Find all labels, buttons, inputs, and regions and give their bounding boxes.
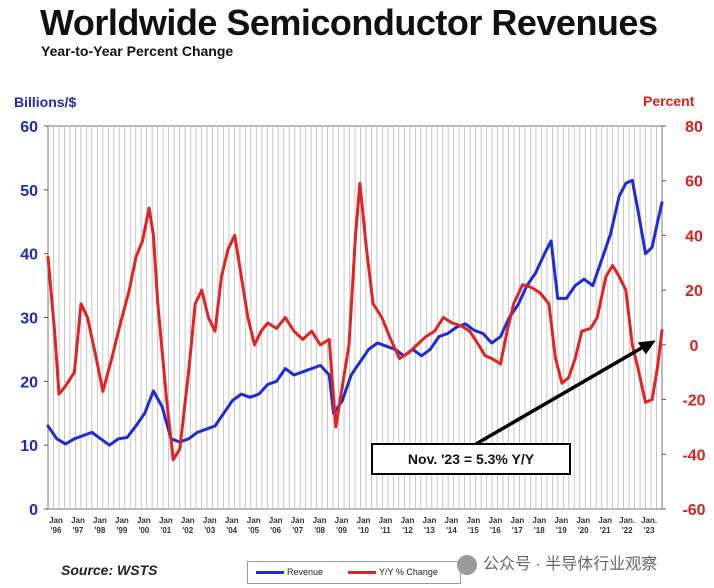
legend-swatch-revenue (256, 570, 284, 574)
left-tick-label: 50 (20, 183, 38, 200)
annotation-arrow-head (637, 340, 656, 355)
x-tick-label: '07 (292, 526, 303, 535)
x-tick-label: Jan (247, 516, 261, 525)
x-tick-label: Jan (137, 516, 151, 525)
x-tick-label: '04 (226, 526, 237, 535)
chart-subtitle: Year-to-Year Percent Change (41, 43, 234, 59)
right-tick-label: 40 (685, 228, 703, 245)
source-note: Source: WSTS (61, 562, 158, 578)
x-tick-label: Jan (401, 516, 415, 525)
x-tick-label: Jan (379, 516, 393, 525)
chart-title: Worldwide Semiconductor Revenues (40, 2, 658, 43)
x-tick-label: '14 (446, 526, 457, 535)
x-tick-label: Jan (313, 516, 327, 525)
x-tick-label: Jan (554, 516, 568, 525)
x-tick-label: '06 (270, 526, 281, 535)
wechat-icon (457, 554, 477, 575)
left-tick-label: 40 (20, 247, 38, 264)
x-tick-label: '05 (248, 526, 259, 535)
right-tick-label: 80 (685, 119, 703, 136)
x-tick-label: Jan (159, 516, 173, 525)
x-tick-label: Jan (466, 516, 480, 525)
x-tick-label: '01 (160, 526, 171, 535)
left-tick-label: 20 (20, 374, 38, 391)
x-tick-label: Jan (269, 516, 283, 525)
x-tick-label: Jan (115, 516, 129, 525)
series-line-revenue (46, 178, 664, 447)
x-tick-label: Jan (598, 516, 612, 525)
x-tick-label: Jan (532, 516, 546, 525)
x-tick-label: '20 (578, 526, 589, 535)
x-tick-label: Jan (71, 516, 85, 525)
legend: Revenue Y/Y % Change (247, 561, 461, 584)
x-tick-label: '97 (73, 526, 84, 535)
left-tick-label: 0 (29, 502, 38, 519)
x-tick-label: Jan (291, 516, 305, 525)
right-tick-label: -40 (682, 447, 705, 464)
x-tick-label: '96 (51, 526, 62, 535)
watermark: 公众号 · 半导体行业观察 (457, 550, 657, 575)
legend-label-yoy: Y/Y % Change (379, 567, 438, 577)
x-tick-label: Jan. (641, 516, 657, 525)
x-tick-label: '13 (424, 526, 435, 535)
x-tick-label: '00 (138, 526, 149, 535)
right-tick-label: -60 (682, 502, 705, 519)
x-tick-label: '99 (116, 526, 127, 535)
x-tick-label: '18 (534, 526, 545, 535)
x-tick-label: '02 (182, 526, 193, 535)
x-tick-label: Jan (423, 516, 437, 525)
right-tick-label: 20 (685, 283, 703, 300)
x-tick-label: Jan (510, 516, 524, 525)
x-tick-label: '10 (358, 526, 369, 535)
series-line-yoy (46, 181, 664, 462)
x-tick-label: '08 (314, 526, 325, 535)
x-tick-label: Jan (49, 516, 63, 525)
x-tick-label: Jan (203, 516, 217, 525)
legend-swatch-yoy (348, 570, 376, 574)
x-tick-label: '09 (336, 526, 347, 535)
watermark-text: 公众号 · 半导体行业观察 (483, 556, 658, 573)
left-axis-label: Billions/$ (14, 94, 77, 110)
x-tick-label: '17 (512, 526, 523, 535)
right-tick-label: 60 (685, 174, 703, 191)
x-tick-label: '12 (402, 526, 413, 535)
x-tick-label: '19 (556, 526, 567, 535)
x-tick-label: '22 (622, 526, 633, 535)
left-tick-label: 30 (20, 311, 38, 328)
annotation-box (371, 443, 571, 475)
x-tick-label: Jan (225, 516, 239, 525)
x-tick-label: Jan (576, 516, 590, 525)
x-tick-label: Jan (181, 516, 195, 525)
left-tick-label: 60 (20, 119, 38, 136)
legend-label-revenue: Revenue (287, 567, 324, 577)
legend-item-yoy: Y/Y % Change (348, 566, 438, 578)
x-tick-label: '03 (204, 526, 215, 535)
x-tick-label: Jan (93, 516, 107, 525)
x-tick-label: '21 (600, 526, 611, 535)
right-axis-label: Percent (643, 93, 695, 109)
x-tick-label: Jan (488, 516, 502, 525)
left-tick-label: 10 (20, 438, 38, 455)
x-tick-label: Jan. (619, 516, 635, 525)
x-tick-label: Jan (335, 516, 349, 525)
annotation-text: Nov. '23 = 5.3% Y/Y (408, 451, 535, 467)
x-tick-label: '98 (95, 526, 106, 535)
x-tick-label: Jan (445, 516, 459, 525)
right-tick-label: 0 (690, 338, 699, 355)
x-tick-label: '11 (380, 526, 391, 535)
annotation-arrow-line (475, 342, 649, 446)
x-tick-label: '15 (468, 526, 479, 535)
x-tick-label: Jan (357, 516, 371, 525)
x-tick-label: '23 (644, 526, 655, 535)
right-tick-label: -20 (682, 393, 705, 410)
legend-item-revenue: Revenue (256, 566, 323, 578)
x-tick-label: '16 (490, 526, 501, 535)
